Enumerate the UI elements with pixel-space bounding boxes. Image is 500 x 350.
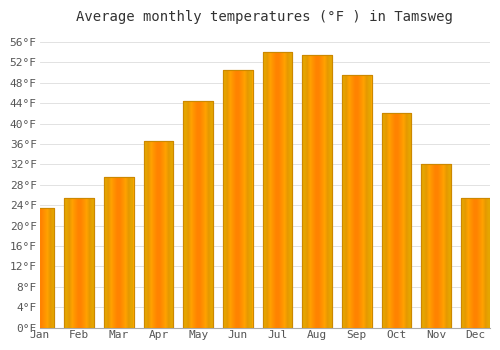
Bar [184,101,213,328]
Bar [223,70,252,328]
Bar [144,141,174,328]
Bar [382,113,412,328]
Bar [104,177,134,328]
Bar [382,113,412,328]
Bar [422,164,451,328]
Bar [24,208,54,328]
Bar [24,208,54,328]
Bar [461,197,490,328]
Bar [302,55,332,328]
Bar [262,52,292,328]
Title: Average monthly temperatures (°F ) in Tamsweg: Average monthly temperatures (°F ) in Ta… [76,10,454,24]
Bar [223,70,252,328]
Bar [144,141,174,328]
Bar [104,177,134,328]
Bar [461,197,490,328]
Bar [64,197,94,328]
Bar [342,75,372,328]
Bar [302,55,332,328]
Bar [422,164,451,328]
Bar [184,101,213,328]
Bar [64,197,94,328]
Bar [262,52,292,328]
Bar [342,75,372,328]
